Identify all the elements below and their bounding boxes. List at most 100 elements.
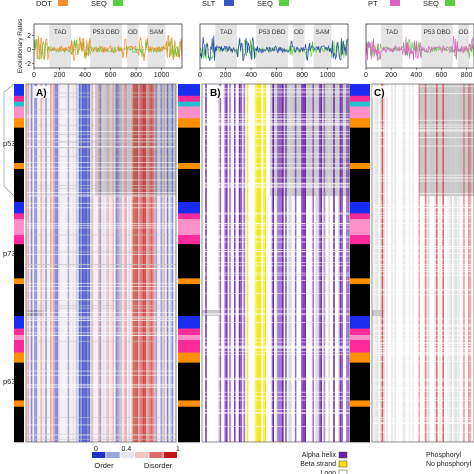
heatmap-row-streak [202,413,350,414]
heatmap-row-streak [372,93,474,94]
rate-plot-area [366,24,474,68]
heatmap-column [88,84,90,442]
heatmap-row-streak [26,316,176,318]
heatmap-column [77,84,79,442]
x-tick-label: 1000 [154,72,170,79]
group-strip-segment [178,95,200,102]
group-strip-segment [14,95,24,102]
heatmap-row-streak [202,346,350,348]
group-strip-segment [178,328,200,336]
heatmap-column [394,84,396,442]
heatmap-column [302,84,305,442]
legend-label: DOT [36,0,52,8]
heatmap-column [323,84,326,442]
heatmap-column [112,84,114,442]
heatmap-panel-4 [201,83,351,443]
rate-plot-area [34,24,182,68]
heatmap-row-streak [202,123,350,125]
heatmap-column [34,84,36,442]
heatmap-column [456,84,459,442]
colorbar-cell [135,452,149,458]
group-label: p63 [3,377,16,386]
heatmap-column [107,84,110,442]
group-strip-segment [350,118,370,128]
heatmap-row-streak [372,266,474,267]
heatmap-column [83,84,86,442]
group-strip-segment [14,202,24,214]
heatmap-column [218,84,220,442]
heatmap-row-streak [372,419,474,420]
heatmap-row-streak [372,126,474,128]
group-strip-segment [350,219,370,224]
heatmap-row-streak [26,438,176,440]
group-strip-segment [350,406,370,443]
group-strip-segment [178,339,200,353]
heatmap-row-streak [202,183,350,185]
heatmap-row-streak [372,350,474,352]
heatmap-row-streak [26,195,176,197]
group-strip-segment [350,163,370,170]
heatmap-row-streak [202,426,350,428]
heatmap-row-streak [202,224,350,226]
x-tick-label: 0 [32,72,36,79]
heatmap-row-streak [26,434,176,436]
heatmap-column [285,84,287,442]
heatmap-row-streak [26,326,176,328]
heatmap-row-streak [202,322,350,323]
group-strip-segment [14,278,24,285]
heatmap-column [54,84,57,442]
legend-swatch [338,460,348,468]
heatmap-column [229,84,231,442]
domain-label: SAM [315,29,329,36]
heatmap-row-streak [372,215,474,217]
legend-swatch [338,469,348,474]
group-strip-segment [178,168,200,203]
group-strip-segment [14,235,24,245]
heatmap-row-streak [26,370,176,372]
x-tick-label: 600 [271,72,283,79]
heatmap-column [468,84,470,442]
heatmap-column [142,84,145,442]
heatmap-row-streak [372,294,474,296]
heatmap-column [386,84,388,442]
heatmap-row-streak [202,280,350,281]
group-strip-segment [178,84,200,97]
heatmap-column [463,84,465,442]
legend-label: SEQ [91,0,107,8]
heatmap-column [242,84,244,442]
heatmap-row-streak [202,153,350,155]
heatmap-row-streak [202,131,350,132]
legend-swatch [58,0,68,6]
x-tick-label: 800 [296,72,308,79]
heatmap-column [408,84,411,442]
heatmap-row-streak [26,179,176,181]
heatmap-row-streak [26,282,176,284]
heatmap-row-streak [202,184,350,186]
heatmap-column [448,84,451,442]
group-strip-segment [14,362,24,401]
group-strip-segment [350,202,370,214]
heatmap-row-streak [372,174,474,176]
group-strip-segment [178,278,200,285]
heatmap-column [86,84,89,442]
group-strip-segment [178,244,200,279]
group-strip-segment [350,284,370,317]
heatmap-row-streak [202,92,350,94]
heatmap-row-streak [202,163,350,165]
heatmap-row-streak [372,352,474,354]
heatmap-column [469,84,472,442]
group-strip-segment [14,84,24,97]
heatmap-row-streak [372,204,474,206]
heatmap-row-streak [372,342,474,343]
group-strip-segment [178,106,200,119]
heatmap-column [312,84,314,442]
heatmap-column [155,84,158,442]
heatmap-row-streak [372,422,474,424]
heatmap-column [117,84,119,442]
heatmap-column [162,84,164,442]
group-strip-segment [350,339,370,353]
panel-letter-bg [372,86,388,98]
heatmap-column [152,84,154,442]
heatmap-row-streak [26,96,176,98]
